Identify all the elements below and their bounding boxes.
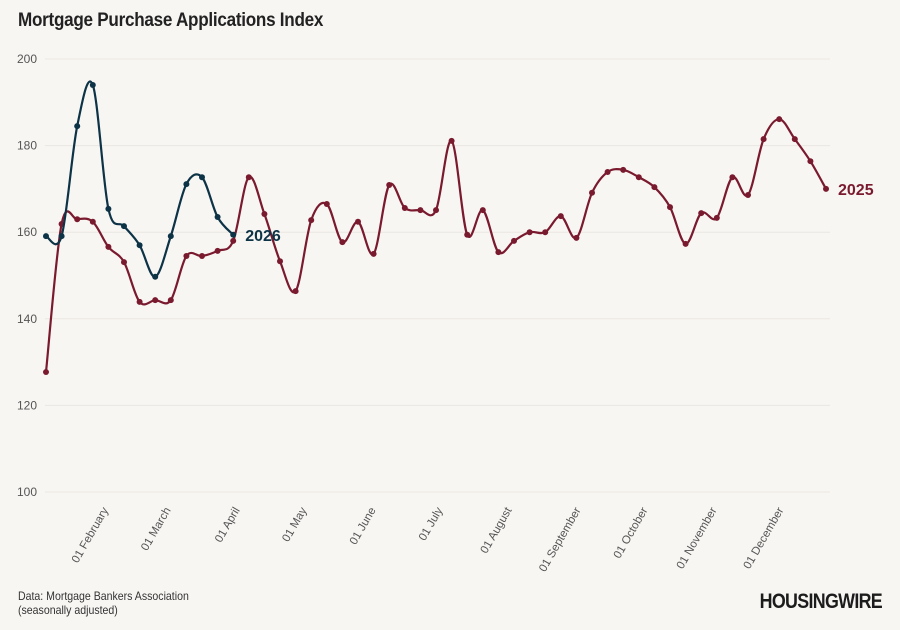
x-tick-label: 01 July [417, 505, 446, 543]
data-point-2025 [667, 204, 674, 211]
data-point-2025 [448, 137, 455, 144]
data-point-2025 [745, 191, 752, 198]
data-point-2025 [776, 116, 783, 123]
data-point-2025 [277, 258, 284, 265]
data-point-2026 [136, 242, 143, 249]
data-point-2026 [167, 233, 174, 240]
data-point-2025 [698, 210, 705, 217]
data-point-2026 [43, 233, 49, 240]
y-tick-label: 160 [17, 225, 37, 239]
housingwire-logo: HOUSINGWIRE [759, 590, 883, 613]
data-point-2025 [557, 213, 564, 220]
data-point-2025 [230, 237, 237, 244]
data-point-2025 [43, 369, 49, 376]
x-tick-label: 01 April [213, 506, 243, 545]
data-point-2025 [573, 234, 580, 241]
data-point-2025 [401, 204, 408, 211]
data-point-2025 [464, 231, 471, 238]
y-tick-label: 100 [17, 485, 37, 499]
data-point-2026 [74, 123, 81, 130]
data-point-2025 [261, 211, 268, 218]
data-point-2026 [58, 233, 65, 240]
data-point-2026 [152, 273, 159, 280]
y-tick-label: 140 [17, 312, 37, 326]
data-point-2025 [214, 247, 221, 254]
series-label-2026: 2026 [245, 228, 281, 245]
data-point-2026 [105, 205, 112, 212]
data-point-2025 [339, 239, 346, 246]
data-point-2025 [183, 253, 190, 260]
data-point-2026 [183, 181, 190, 188]
x-tick-label: 01 October [612, 505, 651, 560]
data-point-2025 [589, 189, 596, 196]
x-tick-label: 01 February [70, 505, 112, 565]
y-tick-label: 200 [17, 52, 37, 66]
x-tick-label: 01 August [479, 505, 515, 556]
data-point-2025 [199, 253, 206, 260]
data-point-2025 [651, 184, 658, 191]
data-point-2025 [635, 174, 642, 181]
source-note: Data: Mortgage Bankers Association (seas… [18, 589, 189, 617]
data-point-2025 [760, 136, 767, 143]
data-point-2025 [136, 298, 143, 305]
data-point-2025 [74, 216, 81, 223]
x-tick-label: 01 March [139, 506, 173, 554]
data-point-2025 [245, 174, 252, 181]
data-point-2025 [823, 185, 830, 192]
x-tick-label: 01 November [675, 505, 720, 571]
data-point-2025 [807, 158, 814, 165]
data-point-2025 [386, 182, 393, 189]
data-point-2025 [713, 214, 720, 221]
data-point-2025 [105, 243, 112, 250]
y-tick-label: 180 [17, 139, 37, 153]
data-point-2025 [791, 136, 798, 143]
data-point-2025 [167, 297, 174, 304]
data-point-2026 [121, 223, 128, 230]
data-point-2025 [604, 169, 611, 176]
data-point-2025 [620, 166, 627, 173]
x-tick-label: 01 May [280, 505, 309, 544]
data-point-2025 [433, 207, 440, 214]
data-point-2025 [121, 259, 128, 266]
data-point-2025 [542, 229, 549, 236]
data-point-2025 [479, 207, 486, 214]
source-qualifier: (seasonally adjusted) [18, 603, 118, 617]
data-point-2025 [323, 201, 330, 208]
data-point-2026 [214, 214, 221, 221]
data-point-2025 [682, 240, 689, 247]
chart-title: Mortgage Purchase Applications Index [18, 10, 324, 31]
x-tick-label: 01 September [537, 505, 584, 574]
x-tick-label: 01 June [348, 506, 379, 547]
series-line-2025 [44, 118, 827, 373]
data-point-2025 [511, 237, 518, 244]
data-point-2026 [89, 81, 96, 88]
data-point-2025 [292, 288, 299, 295]
data-point-2026 [230, 231, 237, 238]
data-point-2025 [729, 174, 736, 181]
data-point-2025 [495, 249, 502, 256]
data-point-2025 [526, 229, 533, 236]
data-point-2025 [89, 218, 96, 225]
data-point-2026 [199, 174, 206, 181]
data-point-2025 [417, 207, 424, 214]
data-point-2025 [308, 217, 315, 224]
data-point-2025 [152, 297, 159, 304]
source-line: Data: Mortgage Bankers Association [18, 589, 189, 603]
y-tick-label: 120 [17, 398, 37, 412]
series-label-2025: 2025 [838, 182, 874, 199]
x-tick-label: 01 December [742, 505, 787, 571]
data-point-2025 [355, 218, 362, 225]
data-point-2025 [370, 250, 377, 257]
